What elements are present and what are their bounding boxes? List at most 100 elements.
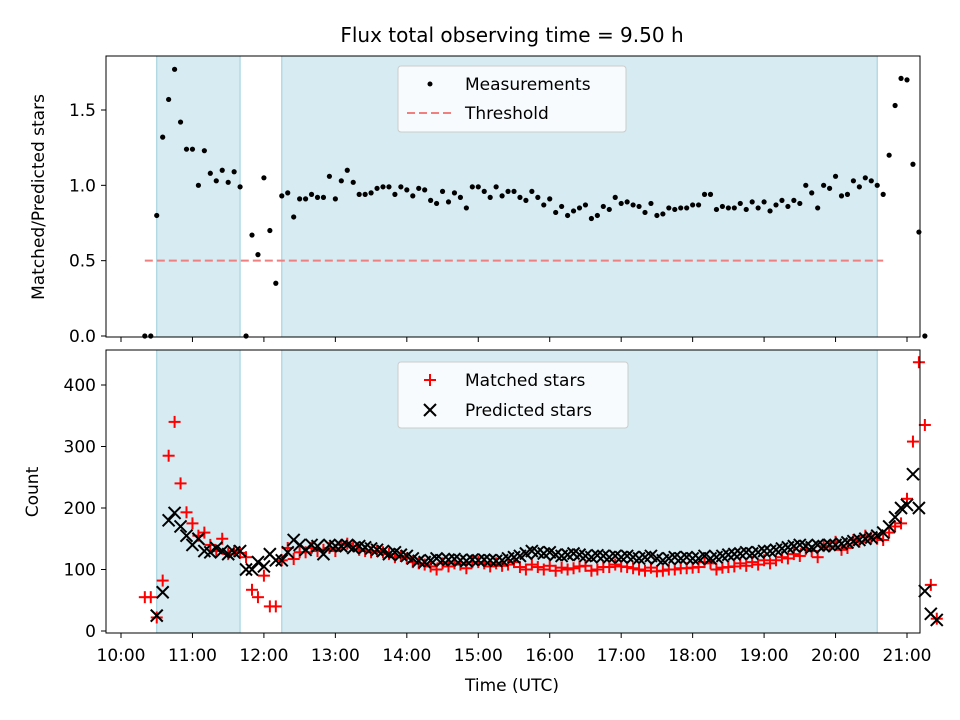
measurement-point bbox=[368, 190, 374, 196]
predicted-star-point bbox=[685, 551, 700, 566]
measurement-point bbox=[815, 205, 821, 211]
predicted-star-point bbox=[275, 553, 289, 567]
predicted-star-point bbox=[477, 552, 491, 567]
measurement-point bbox=[291, 214, 297, 220]
measurement-point bbox=[374, 185, 380, 191]
predicted-star-point bbox=[245, 562, 259, 577]
matched-star-point bbox=[561, 563, 574, 576]
matched-star-point bbox=[531, 561, 544, 574]
measurement-point bbox=[636, 203, 642, 210]
predicted-star-point bbox=[257, 559, 271, 574]
measurement-point bbox=[183, 146, 190, 152]
measurement-point bbox=[612, 194, 618, 200]
matched-star-point bbox=[668, 563, 681, 576]
legend-measurements-marker bbox=[427, 81, 433, 87]
predicted-star-point bbox=[453, 553, 468, 567]
predicted-star-point bbox=[483, 553, 497, 567]
top-y-tick-label: 0.0 bbox=[69, 327, 96, 347]
matched-star-point bbox=[912, 356, 925, 369]
measurement-point bbox=[243, 333, 249, 339]
measurement-point bbox=[713, 206, 720, 213]
x-tick-label: 21:00 bbox=[883, 646, 932, 666]
predicted-star-point bbox=[316, 547, 331, 561]
measurement-point bbox=[189, 146, 196, 152]
measurement-point bbox=[171, 66, 178, 72]
predicted-star-point bbox=[251, 555, 265, 569]
matched-star-point bbox=[609, 558, 622, 571]
measurement-point bbox=[523, 197, 529, 203]
legend-predicted-marker bbox=[423, 403, 437, 417]
predicted-star-point bbox=[900, 498, 914, 512]
measurement-point bbox=[428, 197, 434, 203]
predicted-star-point bbox=[882, 519, 896, 534]
measurement-point bbox=[249, 232, 255, 238]
bottom-y-tick-label: 300 bbox=[64, 438, 96, 458]
measurement-point bbox=[273, 280, 279, 286]
measurement-point bbox=[308, 191, 315, 197]
observing-window bbox=[156, 55, 241, 338]
legend-matched-marker bbox=[424, 374, 436, 386]
measurement-point bbox=[320, 194, 327, 200]
matched-star-point bbox=[924, 578, 937, 591]
measurement-point bbox=[588, 215, 595, 222]
top-axes-frame bbox=[105, 55, 921, 338]
measurement-point bbox=[219, 167, 225, 173]
measurement-point bbox=[701, 191, 708, 197]
measurement-point bbox=[821, 182, 827, 188]
measurement-point bbox=[844, 191, 851, 197]
top-legend-box bbox=[397, 65, 627, 133]
predicted-star-point bbox=[912, 501, 926, 515]
measurement-point bbox=[916, 229, 922, 235]
predicted-star-point bbox=[822, 538, 837, 552]
top-y-tick-label: 0.5 bbox=[69, 252, 96, 272]
predicted-star-point bbox=[239, 562, 253, 577]
measurement-point bbox=[737, 200, 743, 207]
measurement-point bbox=[725, 205, 731, 211]
measurement-point bbox=[332, 196, 338, 202]
x-tick-label: 16:00 bbox=[525, 646, 574, 666]
predicted-star-point bbox=[203, 545, 218, 559]
predicted-star-point bbox=[757, 544, 771, 558]
measurement-point bbox=[904, 77, 910, 83]
measurement-point bbox=[404, 187, 410, 193]
measurement-point bbox=[487, 194, 493, 200]
predicted-star-point bbox=[310, 539, 325, 553]
measurement-point bbox=[910, 161, 916, 167]
measurement-point bbox=[511, 188, 517, 194]
measurement-point bbox=[690, 202, 696, 208]
measurement-point bbox=[773, 202, 779, 208]
measurement-point bbox=[267, 227, 273, 234]
measurement-point bbox=[672, 206, 678, 213]
measurement-point bbox=[201, 148, 207, 154]
measurement-point bbox=[832, 173, 839, 179]
measurement-point bbox=[410, 193, 416, 199]
measurement-point bbox=[314, 194, 321, 200]
predicted-star-point bbox=[465, 552, 480, 567]
chart-title: Flux total observing time = 9.50 h bbox=[340, 23, 683, 47]
measurement-point bbox=[892, 102, 898, 109]
predicted-star-point bbox=[167, 506, 182, 520]
matched-star-point bbox=[418, 558, 431, 571]
measurement-point bbox=[755, 205, 761, 211]
measurement-point bbox=[838, 193, 845, 199]
matched-star-point bbox=[174, 477, 187, 490]
predicted-star-point bbox=[281, 545, 295, 559]
measurement-point bbox=[225, 179, 231, 185]
measurement-point bbox=[433, 200, 440, 207]
matched-star-point bbox=[251, 591, 264, 604]
measurement-point bbox=[719, 203, 726, 210]
legend-matched-label: Matched stars bbox=[465, 371, 585, 391]
x-tick-label: 11:00 bbox=[168, 646, 217, 666]
matched-star-point bbox=[156, 574, 169, 587]
measurement-point bbox=[654, 212, 660, 219]
predicted-star-point bbox=[727, 547, 742, 561]
measurement-point bbox=[862, 175, 868, 181]
bottom-y-ticks: 0 100 200 300 400 bbox=[64, 376, 106, 642]
observing-window bbox=[156, 349, 241, 634]
top-x-ticks bbox=[120, 337, 908, 342]
predicted-star-point bbox=[233, 544, 247, 558]
x-tick-label: 14:00 bbox=[382, 646, 431, 666]
matched-star-point bbox=[198, 526, 211, 539]
x-tick-label: 12:00 bbox=[239, 646, 288, 666]
measurement-point bbox=[582, 202, 589, 208]
